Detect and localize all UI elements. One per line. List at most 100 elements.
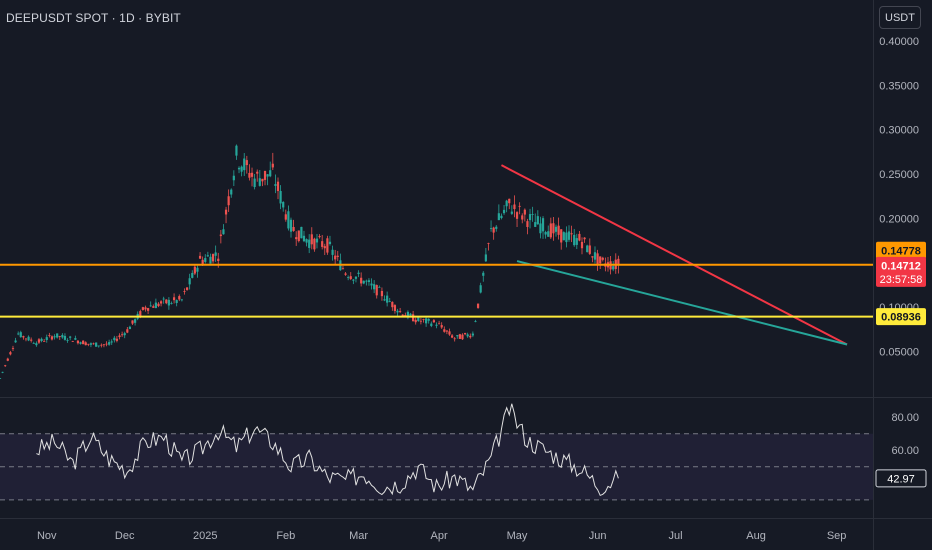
candle-up bbox=[69, 336, 72, 338]
candle-down bbox=[334, 255, 337, 260]
candle-up bbox=[188, 278, 191, 285]
candle-up bbox=[191, 272, 194, 278]
candle-up bbox=[235, 145, 238, 156]
candle-down bbox=[313, 238, 316, 250]
candle-up bbox=[484, 254, 487, 262]
candle-down bbox=[71, 341, 74, 342]
candle-down bbox=[92, 343, 95, 345]
candle-up bbox=[305, 239, 308, 243]
time-tick-label: Jun bbox=[589, 530, 607, 542]
candle-down bbox=[601, 257, 604, 260]
price-tick-label: 0.40000 bbox=[879, 36, 919, 48]
rsi-tick-label: 80.00 bbox=[891, 412, 919, 424]
currency-button[interactable]: USDT bbox=[879, 6, 921, 29]
time-tick-label: Aug bbox=[746, 530, 766, 542]
candle-up bbox=[500, 215, 503, 219]
candle-up bbox=[378, 286, 381, 288]
candle-down bbox=[84, 342, 87, 346]
candle-down bbox=[22, 336, 25, 338]
candle-down bbox=[404, 315, 407, 317]
candle-up bbox=[230, 189, 233, 195]
candle-up bbox=[175, 300, 178, 304]
candle-up bbox=[388, 301, 391, 302]
candle-up bbox=[289, 219, 293, 232]
candle-down bbox=[549, 223, 552, 238]
candle-down bbox=[9, 352, 12, 355]
candle-down bbox=[557, 225, 560, 235]
candle-up bbox=[170, 303, 173, 304]
candle-down bbox=[419, 320, 423, 322]
candle-up bbox=[396, 310, 399, 313]
candle-up bbox=[237, 167, 241, 170]
candle-down bbox=[295, 237, 298, 240]
candle-down bbox=[326, 238, 329, 253]
candle-down bbox=[391, 301, 394, 308]
candle-down bbox=[591, 256, 594, 258]
candle-down bbox=[321, 241, 324, 247]
time-tick-label: Mar bbox=[349, 530, 368, 542]
candle-up bbox=[427, 318, 430, 321]
time-tick-label: Dec bbox=[115, 530, 135, 542]
candle-down bbox=[617, 258, 620, 266]
candle-up bbox=[274, 184, 277, 186]
candle-up bbox=[40, 338, 43, 342]
candle-down bbox=[443, 329, 446, 332]
candle-up bbox=[253, 178, 256, 188]
rsi-line bbox=[36, 403, 619, 497]
candle-up bbox=[180, 299, 183, 301]
candle-down bbox=[248, 172, 251, 178]
trendline bbox=[516, 260, 848, 346]
candle-down bbox=[58, 336, 61, 337]
candle-down bbox=[30, 339, 33, 341]
candle-down bbox=[437, 323, 441, 325]
candle-down bbox=[159, 301, 163, 304]
price-tick-label: 0.30000 bbox=[879, 125, 919, 137]
symbol-title[interactable]: DEEPUSDT SPOT · 1D · BYBIT bbox=[6, 11, 181, 25]
candle-down bbox=[360, 277, 363, 284]
time-tick-label: Jul bbox=[669, 530, 683, 542]
candle-down bbox=[583, 237, 586, 240]
candle-down bbox=[250, 172, 254, 177]
candle-up bbox=[302, 235, 306, 242]
candle-down bbox=[523, 209, 526, 215]
candle-down bbox=[448, 331, 451, 335]
candle-down bbox=[323, 246, 326, 249]
candle-down bbox=[245, 160, 248, 166]
rsi-value-label: 42.97 bbox=[887, 473, 915, 485]
rsi-value-box bbox=[875, 469, 927, 488]
candle-up bbox=[417, 317, 420, 322]
candle-down bbox=[217, 258, 220, 262]
candle-up bbox=[209, 256, 212, 264]
price-label: 0.08936 bbox=[881, 312, 921, 324]
candle-up bbox=[474, 321, 477, 323]
candle-down bbox=[292, 226, 295, 231]
candle-down bbox=[131, 320, 134, 324]
candle-down bbox=[121, 334, 124, 336]
price-tick-label: 0.35000 bbox=[879, 80, 919, 92]
candle-down bbox=[76, 340, 80, 344]
candle-up bbox=[279, 190, 282, 204]
candle-up bbox=[544, 232, 547, 235]
candle-down bbox=[115, 338, 119, 341]
candle-up bbox=[243, 158, 246, 171]
candle-down bbox=[183, 291, 186, 292]
candle-down bbox=[487, 243, 490, 244]
candle-up bbox=[541, 218, 545, 232]
candle-down bbox=[596, 253, 599, 266]
candle-up bbox=[347, 277, 350, 278]
candle-down bbox=[165, 299, 168, 304]
candle-down bbox=[263, 171, 267, 180]
candle-up bbox=[479, 285, 482, 293]
candle-down bbox=[126, 329, 129, 333]
candle-down bbox=[492, 227, 495, 233]
candle-down bbox=[341, 268, 345, 270]
candle-down bbox=[37, 339, 41, 343]
candle-down bbox=[588, 245, 591, 254]
candle-down bbox=[4, 365, 7, 367]
candle-up bbox=[32, 342, 35, 344]
candle-down bbox=[50, 336, 54, 340]
candle-up bbox=[61, 334, 64, 338]
candle-up bbox=[167, 299, 170, 306]
